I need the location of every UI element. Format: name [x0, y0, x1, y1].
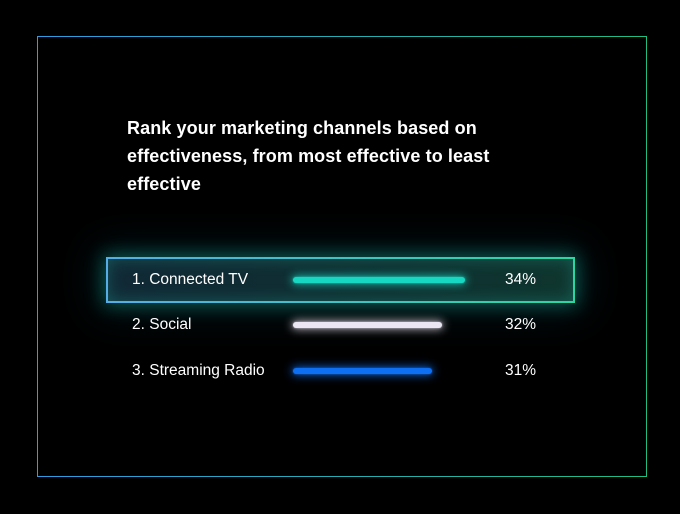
ranking-row-streaming-radio[interactable]: 3. Streaming Radio 31% — [106, 348, 575, 394]
ranking-row-connected-tv[interactable]: 1. Connected TV 34% — [106, 257, 575, 303]
bar — [293, 322, 442, 329]
percent-value: 34% — [505, 270, 537, 288]
gradient-frame-border — [37, 36, 647, 477]
percent-value: 32% — [505, 316, 537, 334]
rank-label: 3. Streaming Radio — [132, 361, 265, 379]
rank-label: 1. Connected TV — [132, 270, 249, 288]
rank-label: 2. Social — [132, 316, 192, 334]
ranking-list: 1. Connected TV 34% 2. Social 32% 3. Str… — [106, 257, 575, 394]
bar — [293, 367, 432, 374]
bar — [293, 276, 465, 283]
question-title: Rank your marketing channels based on ef… — [127, 118, 490, 194]
percent-value: 31% — [505, 361, 537, 379]
ranking-row-social[interactable]: 2. Social 32% — [106, 303, 575, 349]
